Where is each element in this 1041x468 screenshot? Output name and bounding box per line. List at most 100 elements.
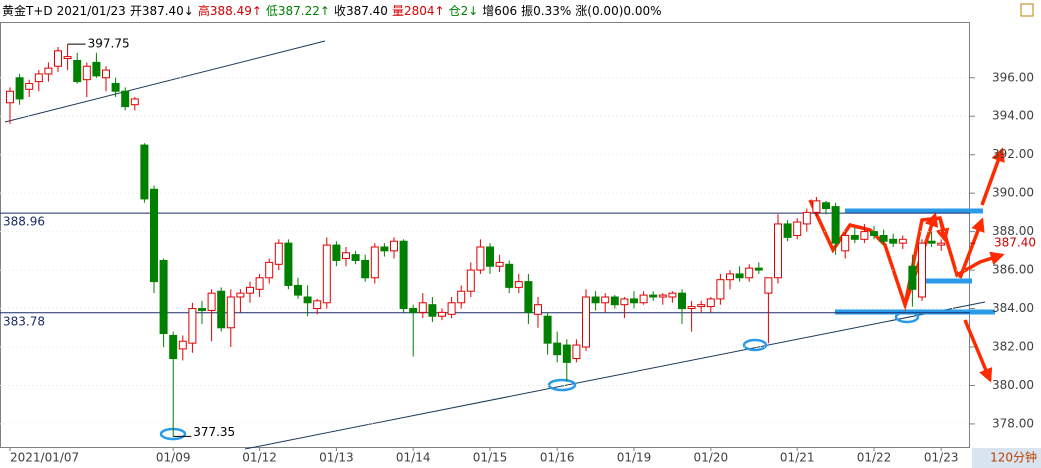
x-tick-label: 2021/01/07 <box>10 451 79 465</box>
candle-body <box>514 281 523 288</box>
candle-body <box>159 259 168 335</box>
candle-body <box>495 261 504 267</box>
plot-border <box>0 22 970 448</box>
candle-body <box>793 221 802 236</box>
candle-body <box>620 298 629 306</box>
candle-body <box>102 69 110 79</box>
x-tick-label: 01/14 <box>396 451 431 465</box>
x-tick-label: 01/13 <box>319 451 354 465</box>
candle-body <box>322 244 331 304</box>
x-tick-label: 01/12 <box>242 451 277 465</box>
candle-body <box>582 296 590 348</box>
candle-body <box>332 244 341 261</box>
candle-body <box>217 290 226 329</box>
candle-body <box>524 281 533 313</box>
candle-body <box>783 223 792 238</box>
header-item: 增606 <box>482 4 517 18</box>
x-tick-label: 01/19 <box>617 451 652 465</box>
y-tick-label: 390.00 <box>992 186 1034 200</box>
candle-body <box>15 77 24 100</box>
candle-body <box>246 286 254 294</box>
trend-line <box>244 301 986 450</box>
y-tick-label: 396.00 <box>992 70 1034 84</box>
candle-body <box>140 144 149 200</box>
header-item: 仓2↓ <box>449 4 479 18</box>
y-tick-label: 378.00 <box>992 416 1034 430</box>
candle-body <box>601 296 610 304</box>
candle-body <box>687 306 696 310</box>
window-button[interactable] <box>1020 3 1034 17</box>
x-tick-label: 01/23 <box>924 451 959 465</box>
candle-body <box>774 223 782 279</box>
header-item: 振0.33% <box>521 4 571 18</box>
candle-body <box>466 269 475 292</box>
candle-body <box>265 261 274 279</box>
candle-body <box>562 344 571 363</box>
candle-body <box>294 284 302 296</box>
candle-body <box>207 292 216 311</box>
candle-body <box>274 242 283 265</box>
candle-body <box>351 254 360 261</box>
candle-body <box>678 292 686 310</box>
candle-body <box>54 50 62 67</box>
candle-body <box>121 90 130 108</box>
candle-body <box>428 304 437 317</box>
drawings <box>4 40 1005 450</box>
candle-body <box>255 277 264 290</box>
candle-body <box>44 67 53 75</box>
header-item: 低387.22↑ <box>266 4 330 18</box>
candle-body <box>831 206 840 244</box>
candle-body <box>486 246 494 267</box>
candle-body <box>572 344 581 360</box>
candle-body <box>73 59 82 83</box>
candle-body <box>380 246 389 252</box>
candle-body <box>370 246 379 279</box>
candle-body <box>342 252 350 260</box>
y-tick-label: 386.00 <box>992 263 1034 277</box>
candle-body <box>726 273 734 281</box>
y-tick-label: 394.00 <box>992 109 1034 123</box>
candle-body <box>812 200 821 213</box>
high-label: 397.75 <box>88 37 130 51</box>
candle-body <box>361 259 370 279</box>
header-item: 量2804↑ <box>392 4 445 18</box>
header-item: 收387.40 <box>334 4 388 18</box>
candle-body <box>34 73 43 83</box>
candle-body <box>908 265 917 290</box>
period-box <box>972 448 1041 468</box>
candle-body <box>543 315 552 344</box>
candle-body <box>668 292 677 298</box>
candle-body <box>226 296 235 329</box>
x-tick-label: 01/09 <box>156 451 191 465</box>
candle-body <box>639 294 648 304</box>
candle-body <box>889 238 898 244</box>
candle-body <box>860 231 869 240</box>
candle-body <box>754 267 763 271</box>
y-tick-label: 392.00 <box>992 147 1034 161</box>
candle-body <box>697 304 706 308</box>
candle-body <box>706 298 715 308</box>
candle-body <box>457 290 466 304</box>
header-item: 黄金T+D <box>2 3 53 18</box>
candle-body <box>130 98 139 106</box>
candle-body <box>927 240 936 244</box>
candle-body <box>409 308 418 313</box>
y-tick-label: 382.00 <box>992 340 1034 354</box>
candle-body <box>150 188 158 283</box>
period-label: 120分钟 <box>990 450 1037 465</box>
header-item: 开387.40↓ <box>130 4 194 18</box>
candle-body <box>898 238 907 244</box>
candle-body <box>236 292 245 298</box>
candle-body <box>313 300 322 310</box>
x-tick-label: 01/22 <box>857 451 892 465</box>
candle-body <box>649 294 658 298</box>
candle-body <box>553 342 562 356</box>
candle-body <box>284 242 293 286</box>
candle-body <box>169 334 178 360</box>
candle-body <box>735 273 744 279</box>
candle-body <box>610 296 619 306</box>
candle-body <box>447 302 456 315</box>
candle-body <box>505 263 514 288</box>
candle-body <box>92 61 101 77</box>
